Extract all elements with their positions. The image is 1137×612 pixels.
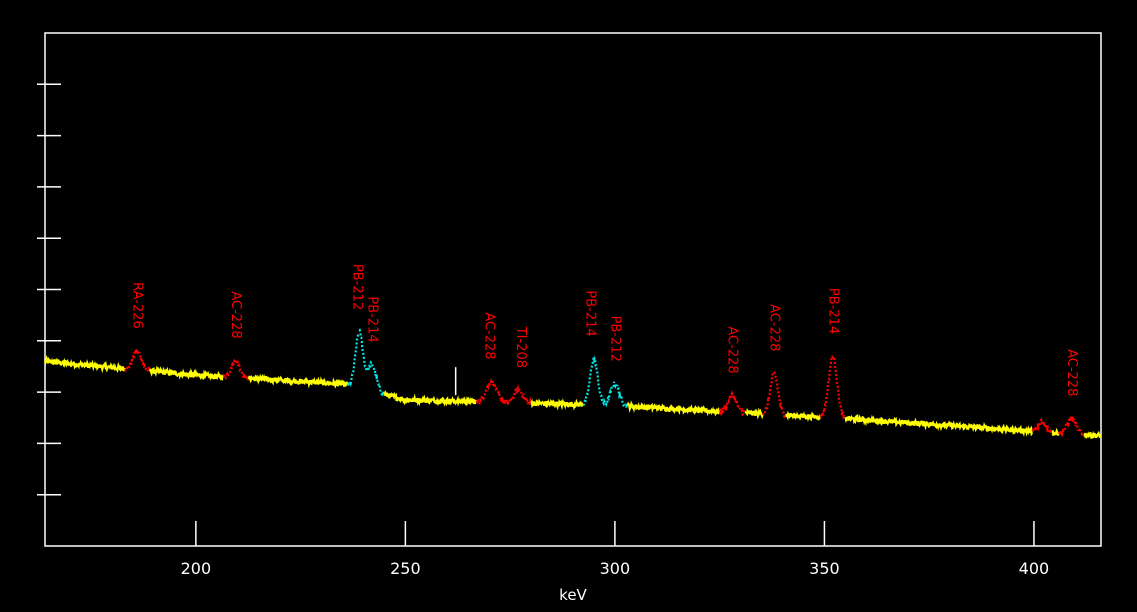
x-tick-label: 300 [600, 559, 631, 578]
spectrum-trace [530, 398, 584, 411]
x-tick-label: 200 [181, 559, 212, 578]
peak-trace [347, 331, 360, 388]
y-ticks [37, 83, 61, 496]
peak-trace [602, 381, 629, 409]
spectrum-trace [149, 365, 225, 382]
peak-trace [582, 355, 604, 407]
x-tick-label: 350 [809, 559, 840, 578]
peak-label: PB-214 [364, 296, 379, 342]
spectrum-trace [1083, 430, 1102, 440]
peak-label: AC-228 [725, 326, 740, 373]
x-axis-label: keV [559, 586, 587, 604]
spectrum-trace [785, 410, 821, 422]
peak-label: AC-228 [1064, 349, 1079, 396]
peak-label: AC-228 [228, 291, 243, 338]
peak-trace [123, 348, 151, 373]
x-tick-label: 250 [390, 559, 421, 578]
spectrum-trace [383, 389, 477, 407]
peak-label: AC-228 [482, 312, 497, 359]
peak-label: PB-212 [350, 264, 365, 310]
peak-label: RA-226 [130, 282, 145, 329]
peak-trace [475, 377, 507, 405]
x-tick-label: 400 [1019, 559, 1050, 578]
peak-trace [718, 390, 746, 417]
series-layer [43, 327, 1102, 440]
spectrum-trace [744, 407, 764, 420]
spectrum-trace [43, 354, 126, 374]
peak-trace [222, 358, 250, 383]
spectrum-trace [1051, 427, 1060, 437]
peak-trace [358, 327, 385, 397]
peak-label: PB-212 [607, 316, 622, 362]
spectrum-trace [247, 373, 349, 389]
peak-trace [762, 370, 786, 419]
peak-label: PB-214 [582, 290, 597, 336]
x-ticks: 200 250 300 350 400 [181, 521, 1050, 578]
spectrum-trace [626, 400, 721, 417]
peak-label: TI-208 [513, 326, 528, 368]
peak-trace [819, 354, 846, 421]
spectrum-trace [844, 413, 1033, 437]
peak-trace [1058, 416, 1085, 438]
peak-label: PB-214 [825, 288, 840, 334]
plot-frame [44, 32, 1102, 547]
peak-trace [1031, 417, 1054, 438]
peak-trace [505, 384, 532, 407]
peak-label: AC-228 [767, 304, 782, 351]
